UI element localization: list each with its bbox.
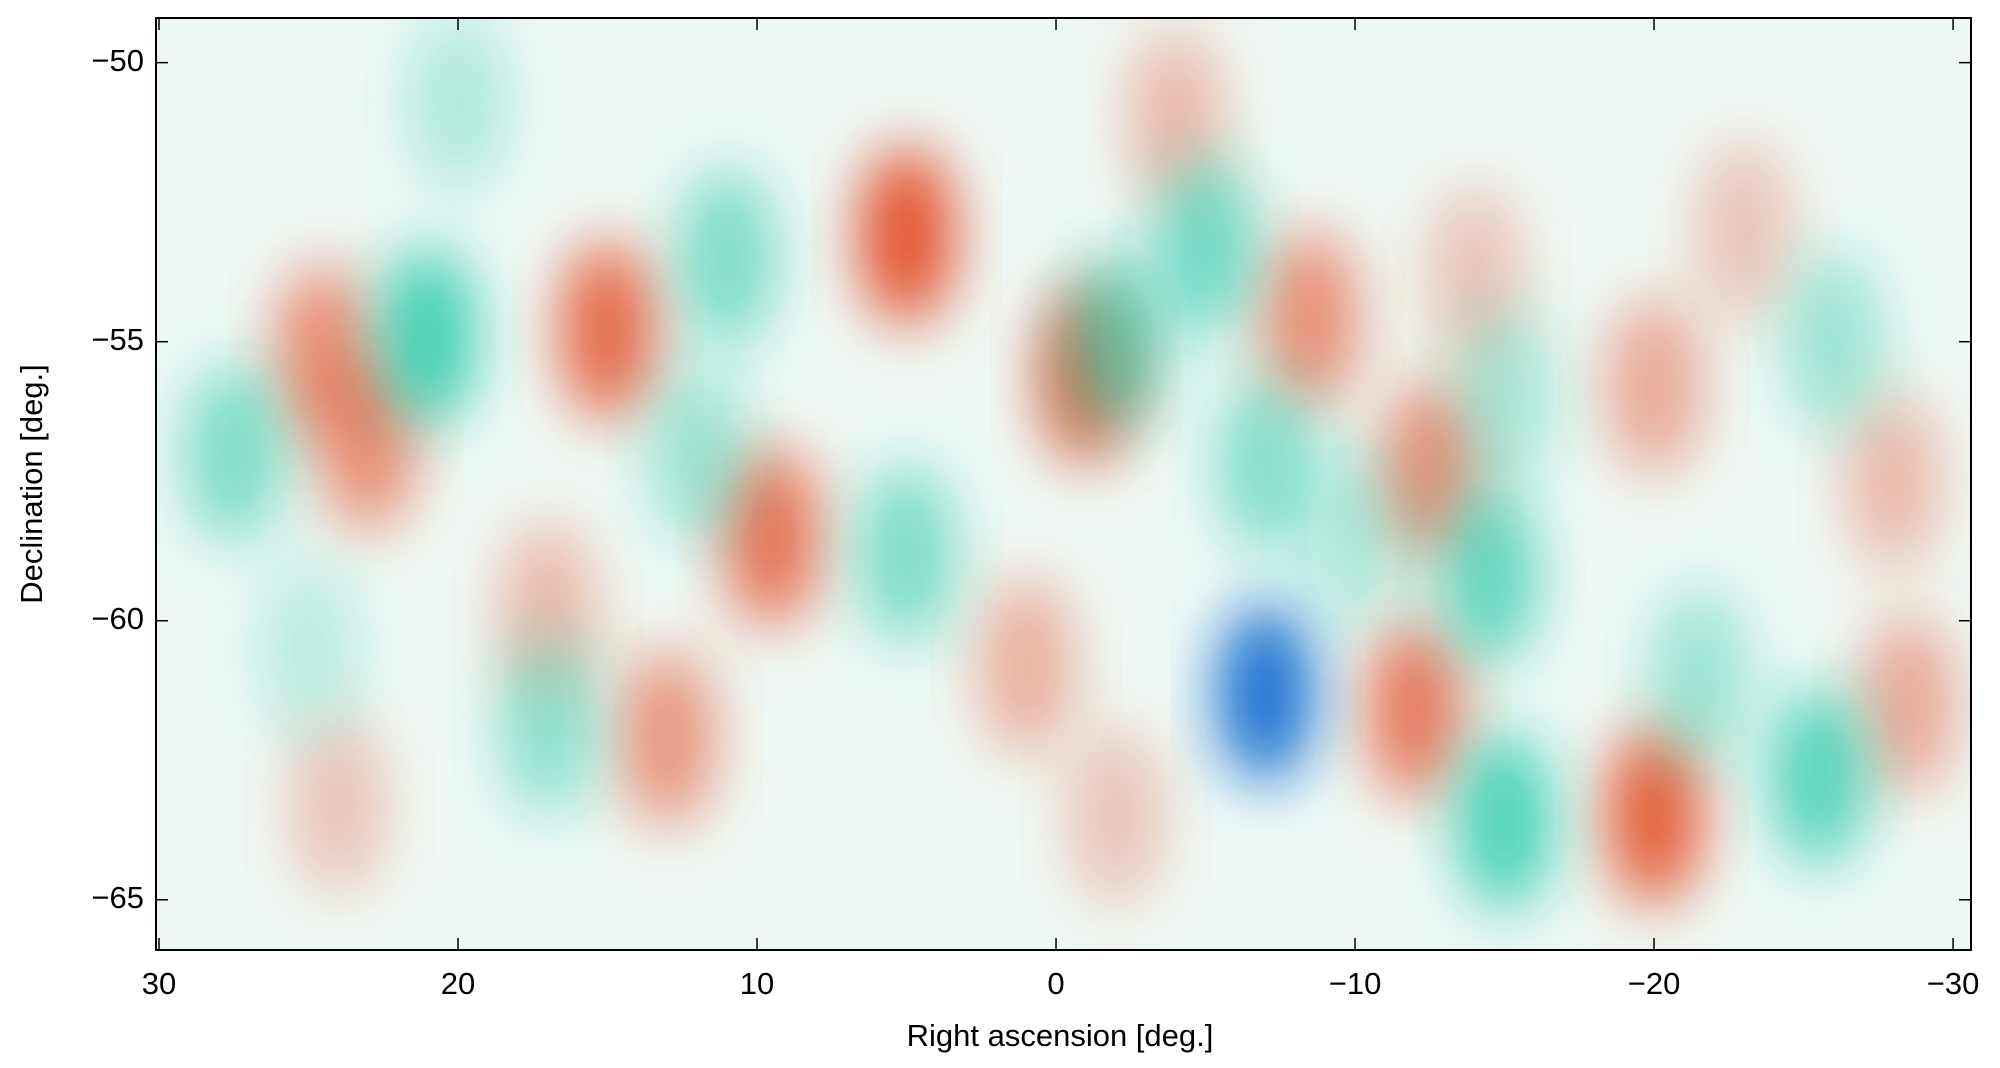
map-spot (1366, 620, 1463, 800)
map-spot (499, 637, 596, 817)
map-spot (1456, 732, 1553, 911)
map-spot (1217, 603, 1314, 783)
y-tick-label: −55 (91, 322, 144, 357)
map-spot (1067, 252, 1164, 431)
map-spot (1381, 380, 1478, 560)
map-spot (1785, 252, 1882, 431)
x-tick-label: −20 (1628, 966, 1681, 1001)
map-spot (1860, 615, 1957, 794)
map-spot (619, 648, 716, 828)
x-tick-label: −30 (1927, 966, 1980, 1001)
y-tick-label: −60 (91, 601, 144, 636)
map-spot (1651, 587, 1747, 766)
map-spot (724, 447, 820, 627)
map-spot (858, 464, 955, 644)
map-layer (185, 18, 1957, 911)
map-spot (410, 18, 506, 191)
map-spot (1441, 486, 1538, 666)
map-spot (649, 364, 746, 543)
map-spot (1695, 140, 1792, 320)
y-axis-label: Declination [deg.] (14, 364, 49, 604)
map-spot (1770, 687, 1867, 867)
map-spot (559, 241, 656, 420)
plot-frame (155, 17, 1972, 951)
x-tick-label: 0 (1047, 966, 1064, 1001)
map-spot (380, 246, 476, 426)
map-spot (260, 559, 357, 738)
y-tick-label: −50 (91, 43, 144, 78)
map-spot (1606, 726, 1702, 906)
map-spot (1845, 391, 1942, 571)
map-spot (978, 576, 1074, 755)
map-spot (1456, 308, 1553, 487)
map-spot (1606, 297, 1702, 476)
x-axis-label: Right ascension [deg.] (907, 1018, 1214, 1053)
map-spot (290, 715, 387, 895)
map-spot (679, 168, 775, 348)
map-spot (1157, 157, 1254, 337)
x-tick-label: 10 (740, 966, 774, 1001)
map-spot (1217, 375, 1314, 554)
map-spot (1262, 230, 1359, 409)
x-tick-label: 30 (142, 966, 176, 1001)
map-spot (320, 352, 417, 532)
y-tick-label: −65 (91, 880, 144, 915)
map-spot (858, 146, 955, 325)
map-spot (1067, 726, 1164, 906)
x-tick-label: 20 (441, 966, 475, 1001)
map-spot (185, 364, 282, 543)
map-spot (1307, 447, 1403, 627)
x-tick-label: −10 (1329, 966, 1382, 1001)
